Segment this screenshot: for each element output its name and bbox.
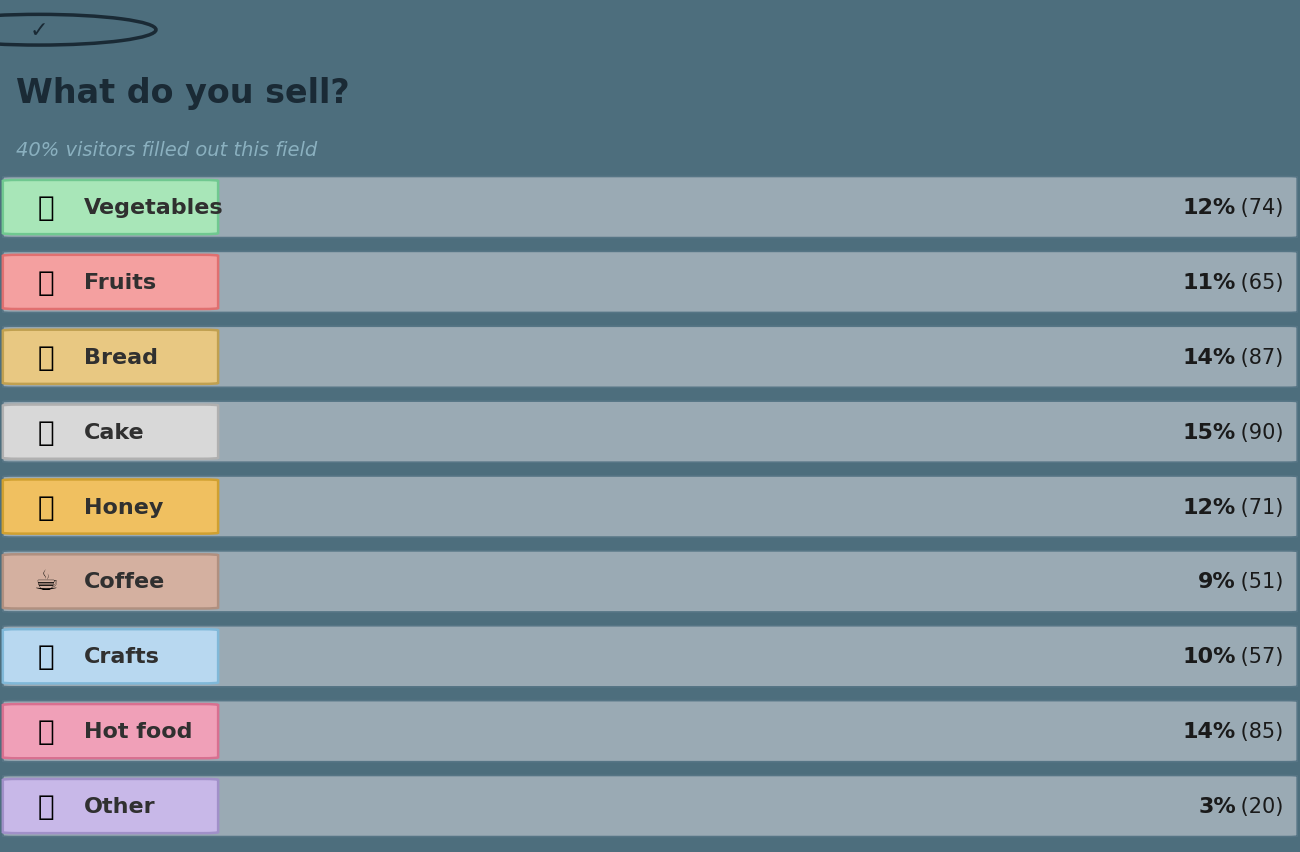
Text: (51): (51) xyxy=(1234,572,1283,592)
FancyBboxPatch shape xyxy=(3,630,218,683)
Text: (74): (74) xyxy=(1234,198,1283,218)
Text: 15%: 15% xyxy=(1183,422,1236,442)
Text: (71): (71) xyxy=(1234,497,1283,517)
Text: 🍯: 🍯 xyxy=(38,493,55,521)
Text: 12%: 12% xyxy=(1183,198,1236,218)
Text: Coffee: Coffee xyxy=(84,572,165,592)
FancyBboxPatch shape xyxy=(3,405,218,459)
Text: 40% visitors filled out this field: 40% visitors filled out this field xyxy=(16,141,317,159)
FancyBboxPatch shape xyxy=(3,181,218,235)
Text: (20): (20) xyxy=(1234,796,1283,816)
Text: Other: Other xyxy=(84,796,156,816)
Text: ✓: ✓ xyxy=(30,20,48,41)
FancyBboxPatch shape xyxy=(3,480,218,534)
Text: Vegetables: Vegetables xyxy=(84,198,224,218)
Text: Hot food: Hot food xyxy=(84,722,192,741)
FancyBboxPatch shape xyxy=(3,555,218,609)
Text: (57): (57) xyxy=(1234,647,1283,666)
Text: 3%: 3% xyxy=(1199,796,1236,816)
Text: (90): (90) xyxy=(1234,422,1283,442)
Text: 🍰: 🍰 xyxy=(38,418,55,446)
FancyBboxPatch shape xyxy=(3,476,1297,538)
FancyBboxPatch shape xyxy=(3,331,218,384)
FancyBboxPatch shape xyxy=(3,701,1297,762)
Text: (87): (87) xyxy=(1234,348,1283,367)
Text: Honey: Honey xyxy=(84,497,164,517)
Text: Cake: Cake xyxy=(84,422,146,442)
Text: 14%: 14% xyxy=(1183,722,1236,741)
Text: What do you sell?: What do you sell? xyxy=(16,78,350,110)
FancyBboxPatch shape xyxy=(3,551,1297,613)
FancyBboxPatch shape xyxy=(3,775,1297,837)
Text: ☕: ☕ xyxy=(34,567,58,596)
FancyBboxPatch shape xyxy=(3,626,1297,687)
FancyBboxPatch shape xyxy=(3,779,218,833)
Text: 12%: 12% xyxy=(1183,497,1236,517)
Text: 11%: 11% xyxy=(1183,273,1236,292)
Text: 🍞: 🍞 xyxy=(38,343,55,371)
Text: (85): (85) xyxy=(1234,722,1283,741)
Text: 10%: 10% xyxy=(1183,647,1236,666)
Text: (65): (65) xyxy=(1234,273,1283,292)
FancyBboxPatch shape xyxy=(3,177,1297,239)
FancyBboxPatch shape xyxy=(3,401,1297,463)
Text: 🎁: 🎁 xyxy=(38,792,55,820)
Text: Fruits: Fruits xyxy=(84,273,156,292)
FancyBboxPatch shape xyxy=(3,705,218,758)
Text: 🥬: 🥬 xyxy=(38,193,55,222)
Text: 🥁: 🥁 xyxy=(38,642,55,671)
Text: 🍎: 🍎 xyxy=(38,268,55,296)
Text: 14%: 14% xyxy=(1183,348,1236,367)
FancyBboxPatch shape xyxy=(3,256,218,309)
FancyBboxPatch shape xyxy=(3,327,1297,388)
Text: Crafts: Crafts xyxy=(84,647,160,666)
Text: 9%: 9% xyxy=(1199,572,1236,592)
FancyBboxPatch shape xyxy=(3,252,1297,313)
Text: 🍛: 🍛 xyxy=(38,717,55,746)
Text: Bread: Bread xyxy=(84,348,159,367)
